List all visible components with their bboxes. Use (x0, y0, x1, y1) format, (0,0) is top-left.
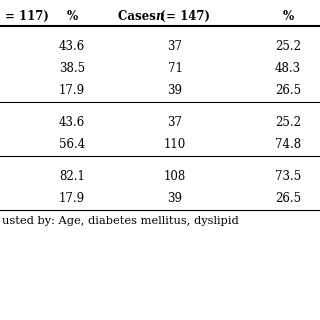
Text: 43.6: 43.6 (59, 116, 85, 130)
Text: 26.5: 26.5 (275, 84, 301, 98)
Text: 26.5: 26.5 (275, 193, 301, 205)
Text: 108: 108 (164, 171, 186, 183)
Text: 25.2: 25.2 (275, 116, 301, 130)
Text: 74.8: 74.8 (275, 139, 301, 151)
Text: 25.2: 25.2 (275, 41, 301, 53)
Text: 56.4: 56.4 (59, 139, 85, 151)
Text: = 117): = 117) (5, 10, 49, 23)
Text: 82.1: 82.1 (59, 171, 85, 183)
Text: %: % (283, 10, 293, 23)
Text: n: n (155, 10, 164, 23)
Text: 17.9: 17.9 (59, 193, 85, 205)
Text: 37: 37 (167, 41, 182, 53)
Text: 37: 37 (167, 116, 182, 130)
Text: 73.5: 73.5 (275, 171, 301, 183)
Text: usted by: Age, diabetes mellitus, dyslipid: usted by: Age, diabetes mellitus, dyslip… (2, 216, 239, 226)
Text: 110: 110 (164, 139, 186, 151)
Text: Cases (: Cases ( (118, 10, 165, 23)
Text: 39: 39 (167, 193, 182, 205)
Text: 17.9: 17.9 (59, 84, 85, 98)
Text: 39: 39 (167, 84, 182, 98)
Text: = 147): = 147) (162, 10, 210, 23)
Text: 48.3: 48.3 (275, 62, 301, 76)
Text: %: % (67, 10, 77, 23)
Text: 71: 71 (168, 62, 182, 76)
Text: 43.6: 43.6 (59, 41, 85, 53)
Text: 38.5: 38.5 (59, 62, 85, 76)
